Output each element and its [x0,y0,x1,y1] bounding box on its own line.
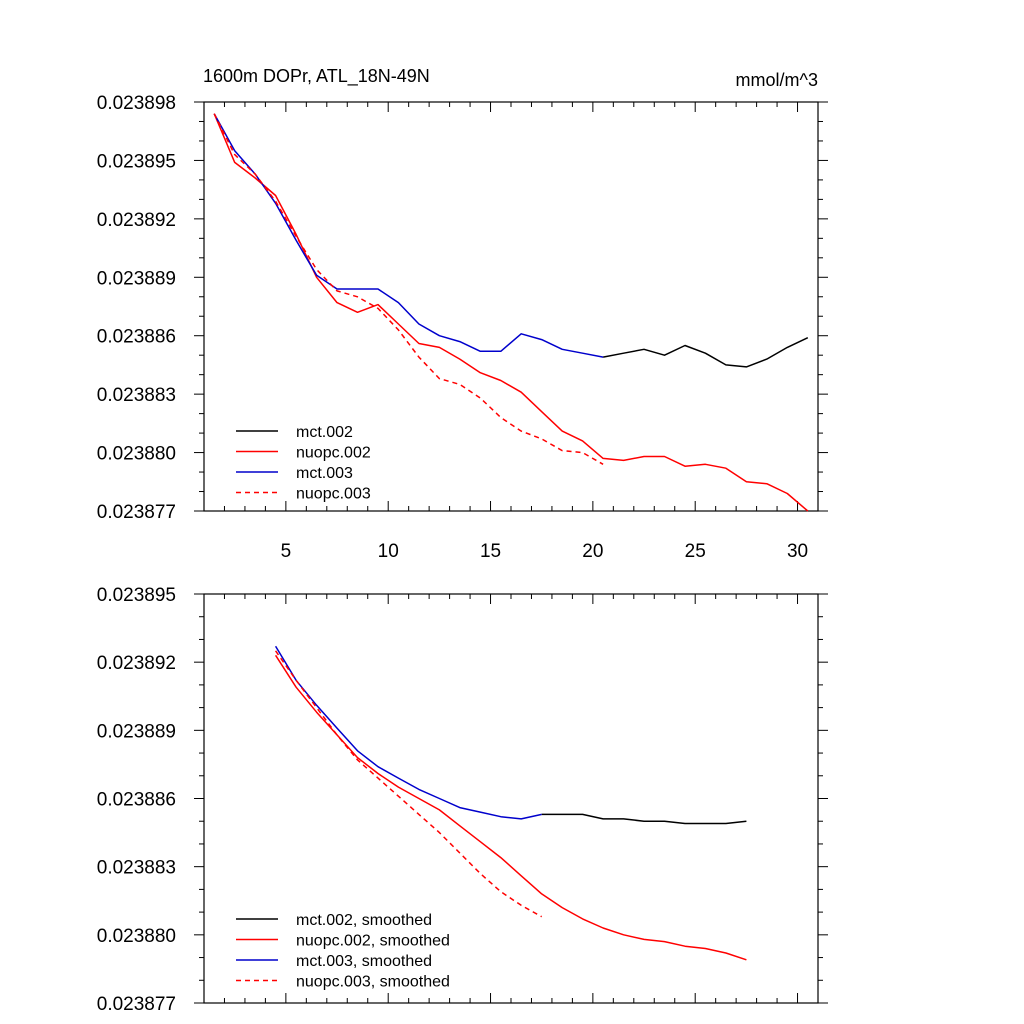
y-tick-label: 0.023883 [97,385,176,406]
y-tick-label: 0.023892 [97,653,176,674]
y-tick-label: 0.023877 [97,502,176,523]
y-tick-label: 0.023889 [97,268,176,289]
x-tick-label: 10 [378,541,399,562]
x-tick-label: 20 [582,541,603,562]
series-line-mct-002 [602,337,809,368]
y-tick-label: 0.023898 [97,93,176,114]
x-tick-label: 25 [685,541,706,562]
legend-label: mct.002, smoothed [296,912,432,929]
x-tick-label: 30 [787,541,808,562]
y-tick-label: 0.023877 [97,994,176,1015]
series-line-nuopc-003 [213,113,604,465]
x-tick-label: 5 [281,541,292,562]
series-line-nuopc-003-smoothed [274,650,543,918]
y-tick-label: 0.023880 [97,444,176,465]
series-line-mct-002-smoothed [541,813,747,825]
series-line-nuopc-002-smoothed [274,654,747,961]
units-label: mmol/m^3 [736,70,818,90]
y-tick-label: 0.023895 [97,585,176,606]
figure-title: 1600m DOPr, ATL_18N-49N [203,66,430,87]
legend-label: nuopc.002 [296,445,371,462]
y-tick-label: 0.023886 [97,327,176,348]
series-line-mct-003-smoothed [274,645,542,820]
legend-label: nuopc.003 [296,486,371,503]
y-tick-label: 0.023880 [97,926,176,947]
bottom-panel: 0.023877 0.023880 0.023883 0.023886 0.023889… [97,585,828,1015]
y-tick-label: 0.023892 [97,210,176,231]
legend-label: mct.003, smoothed [296,953,432,970]
legend-label: nuopc.002, smoothed [296,933,450,950]
y-tick-label: 0.023889 [97,721,176,742]
y-tick-label: 0.023886 [97,790,176,811]
x-tick-label: 15 [480,541,501,562]
legend-label: mct.003 [296,465,353,482]
top-panel: 5 10 15 20 25 30 0.023877 0.023880 0.023883 0.023… [97,93,828,562]
y-tick-label: 0.023883 [97,858,176,879]
legend-label: nuopc.003, smoothed [296,974,450,991]
legend-label: mct.002 [296,424,353,441]
series-line-mct-003 [213,113,604,358]
y-tick-label: 0.023895 [97,151,176,172]
